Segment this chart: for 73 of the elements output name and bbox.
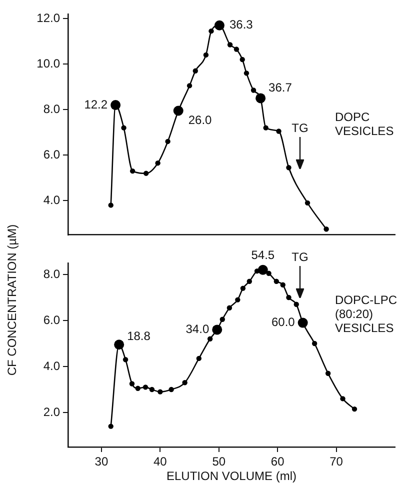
- x-tick-label: 70: [330, 454, 344, 469]
- point: [234, 46, 240, 52]
- point: [143, 170, 149, 176]
- point: [130, 168, 136, 174]
- y-tick-label: 4.0: [43, 192, 60, 207]
- point: [274, 278, 280, 284]
- annotation: 26.0: [188, 113, 212, 128]
- point: [182, 380, 188, 386]
- point: [192, 68, 198, 74]
- point: [158, 389, 163, 394]
- annotation: TG: [290, 121, 310, 135]
- point: [108, 202, 114, 208]
- point: [208, 28, 214, 34]
- point: [121, 125, 126, 130]
- point: [244, 70, 250, 76]
- y-tick-label: 8.0: [43, 266, 60, 281]
- point: [240, 286, 246, 291]
- x-tick-label: 60: [270, 454, 285, 469]
- point: [304, 200, 310, 206]
- point: [246, 278, 252, 284]
- y-tick-label: 2.0: [43, 404, 60, 419]
- point: [196, 356, 202, 362]
- point: [108, 424, 114, 429]
- point: [186, 83, 192, 88]
- point: [135, 386, 140, 391]
- annotation: 12.2: [84, 97, 108, 112]
- text: DOPC VESICLES: [335, 110, 395, 138]
- x-tick-label: 50: [212, 454, 226, 469]
- y-axis-title: CF CONCENTRATION (µM): [5, 224, 19, 376]
- x-tick-label: 30: [94, 454, 108, 469]
- point: [280, 282, 286, 288]
- point: [235, 297, 240, 302]
- y-tick-label: 8.0: [43, 102, 60, 116]
- point: [207, 336, 213, 342]
- point: [227, 42, 233, 48]
- y-tick-label: 10.0: [36, 56, 60, 70]
- point: [294, 302, 299, 307]
- y-tick-label: 6.0: [43, 312, 60, 327]
- annotation: 54.5: [251, 248, 275, 262]
- point: [263, 125, 268, 130]
- annotation: 60.0: [271, 315, 296, 330]
- y-tick-label: 4.0: [43, 358, 60, 373]
- point: [168, 386, 174, 392]
- annotation: 34.0: [186, 322, 210, 336]
- x-axis-title: ELUTION VOLUME (ml): [166, 469, 297, 484]
- point: [276, 128, 282, 134]
- point: [312, 340, 318, 346]
- point: [266, 270, 272, 276]
- y-tick-label: 12.0: [36, 10, 60, 25]
- point: [155, 160, 160, 166]
- point: [203, 52, 209, 58]
- y-tick-label: 6.0: [43, 147, 60, 162]
- annotation: 36.3: [229, 18, 254, 32]
- point: [149, 386, 155, 392]
- annotation: 18.8: [127, 328, 151, 343]
- point: [340, 396, 346, 402]
- point: [250, 88, 256, 93]
- point: [352, 406, 358, 412]
- annotation: 36.7: [268, 80, 292, 95]
- point: [142, 384, 148, 390]
- annotation: TG: [290, 250, 310, 264]
- point: [226, 305, 232, 310]
- series-label: DOPC-LPC (80:20) VESICLES: [335, 293, 398, 335]
- point: [129, 381, 135, 386]
- point: [165, 138, 170, 144]
- point: [325, 370, 331, 376]
- point: [240, 56, 245, 62]
- point: [286, 165, 292, 170]
- point: [122, 357, 128, 362]
- x-tick-label: 40: [153, 454, 168, 469]
- point: [220, 316, 225, 322]
- point: [286, 294, 292, 300]
- point: [324, 226, 329, 232]
